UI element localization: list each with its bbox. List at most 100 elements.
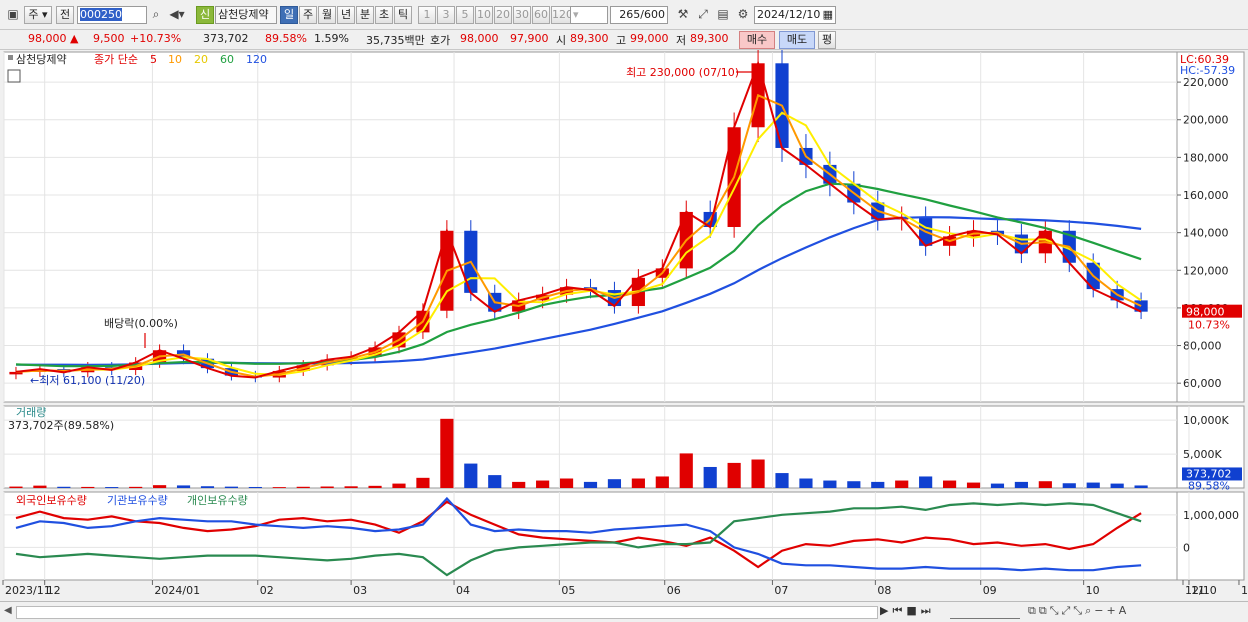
stock-name: 삼천당제약 — [215, 6, 277, 24]
interval-60[interactable]: 60 — [532, 6, 550, 24]
calendar-icon[interactable]: ▦ — [822, 8, 833, 21]
time-tick-label: 03 — [353, 584, 367, 597]
volume-bar — [272, 487, 286, 488]
volume-bar — [536, 480, 550, 488]
date-field[interactable]: 2024/12/10 ▦ — [754, 6, 836, 24]
mode-button[interactable]: 전 — [56, 6, 74, 24]
volume-bar — [440, 418, 454, 488]
volume-bar — [727, 462, 741, 488]
chart-tools-icon[interactable]: ⧉⧉⤡⤢⤡⌕−+A — [1028, 604, 1130, 617]
volume-bar — [1134, 485, 1148, 488]
high-price: 99,000 — [630, 32, 669, 45]
volume-bar — [248, 486, 262, 488]
count-field[interactable]: 265/600 — [610, 6, 668, 24]
speaker-icon[interactable]: ◀▾ — [169, 7, 185, 21]
volume-bar — [679, 453, 693, 488]
interval-30[interactable]: 30 — [513, 6, 531, 24]
trade-amount: 35,735백만 — [366, 34, 425, 47]
chart-scrollbar[interactable]: ◀ ▶⏮■⏭ ⧉⧉⤡⤢⤡⌕−+A — [0, 601, 1248, 622]
period-value: 주 — [28, 8, 39, 21]
sell-button[interactable]: 매도 — [779, 31, 815, 49]
price-tick-label: 180,000 — [1183, 151, 1229, 164]
time-tick-label: 04 — [456, 584, 470, 597]
interval-20[interactable]: 20 — [494, 6, 512, 24]
stock-chart[interactable]: 220,000 200,000 180,000 160,000 140,000 120,0… — [0, 50, 1248, 601]
period-select[interactable]: 주 ▾ — [24, 6, 52, 24]
high-label: 고 — [616, 34, 627, 47]
price-tick-label: 120,000 — [1183, 264, 1229, 277]
scroll-left-icon[interactable]: ◀ — [4, 605, 12, 616]
volume-bar — [655, 476, 669, 488]
volume-bar — [57, 486, 71, 488]
legend-ma-20: 20 — [194, 53, 208, 66]
volume-bar — [966, 482, 981, 488]
volume-bar — [895, 480, 909, 488]
buy-button[interactable]: 매수 — [739, 31, 775, 49]
playback-controls-icon[interactable]: ▶⏮■⏭ — [880, 604, 935, 617]
volume-bar — [153, 485, 167, 488]
current-price: 98,000 ▲ — [28, 32, 79, 45]
holding-tick-label: 0 — [1183, 541, 1190, 554]
low-price: 89,300 — [690, 32, 729, 45]
tab-주[interactable]: 주 — [299, 6, 317, 24]
interval-120[interactable]: 120 — [551, 6, 573, 24]
tab-초[interactable]: 초 — [375, 6, 393, 24]
holding-legend-3: 개인보유수량 — [187, 494, 248, 507]
save-icon[interactable]: ▤ — [717, 7, 729, 21]
stock-code-input[interactable]: 000250 — [77, 6, 147, 24]
volume-bar — [296, 486, 310, 488]
interval-1[interactable]: 1 — [418, 6, 436, 24]
drawing-tools-icon[interactable]: ⚒ — [677, 7, 689, 21]
search-icon[interactable]: ⌕ — [152, 7, 160, 21]
price-tick-label: 80,000 — [1183, 340, 1222, 353]
interval-5[interactable]: 5 — [456, 6, 474, 24]
layout-icon[interactable]: ▣ — [7, 7, 19, 21]
volume-tick-label: 5,000K — [1183, 448, 1222, 461]
legend-stock-name: 삼천당제약 — [16, 52, 67, 66]
volume-bar — [200, 486, 215, 488]
flat-button[interactable]: 평 — [818, 31, 836, 49]
volume-bar — [320, 486, 334, 488]
bid-price: 97,900 — [510, 32, 549, 45]
price-tick-label: 200,000 — [1183, 114, 1229, 127]
table-view-icon — [7, 69, 21, 83]
volume-bar — [847, 481, 861, 488]
volume-bar — [368, 485, 382, 488]
holding-tick-label: 1,000,000 — [1183, 509, 1239, 522]
volume-summary: 373,702주(89.58%) — [8, 419, 114, 432]
tab-월[interactable]: 월 — [318, 6, 336, 24]
scroll-track[interactable] — [16, 606, 878, 619]
volume-bar — [512, 481, 526, 488]
last-price-label: 98,000 — [1186, 306, 1225, 319]
settings-icon[interactable]: ⚙ — [737, 7, 749, 21]
volume-bar — [1110, 483, 1124, 488]
volume-bar — [488, 475, 502, 488]
open-label: 시 — [556, 34, 567, 47]
price-change-pct: +10.73% — [130, 32, 182, 45]
chart-panel-3 — [3, 491, 1178, 581]
holding-legend-1: 외국인보유수량 — [16, 494, 87, 507]
fullscreen-icon[interactable]: ⤢ — [698, 7, 708, 21]
tab-분[interactable]: 분 — [356, 6, 374, 24]
volume-bar — [464, 463, 478, 488]
open-price: 89,300 — [570, 32, 609, 45]
tab-틱[interactable]: 틱 — [394, 6, 412, 24]
volume-bar — [1062, 483, 1076, 488]
volume: 373,702 — [203, 32, 249, 45]
volume-bar — [799, 478, 813, 488]
tab-일[interactable]: 일 — [280, 6, 298, 24]
zoom-slider[interactable] — [950, 604, 1020, 619]
candle-body — [1134, 300, 1148, 312]
holding-legend-2: 기관보유수량 — [107, 494, 168, 507]
ma10-line — [15, 93, 1142, 378]
interval-10[interactable]: 10 — [475, 6, 493, 24]
holding-line-2 — [15, 496, 1142, 572]
volume-bar — [9, 486, 23, 488]
interval-select[interactable]: ▾ — [570, 6, 608, 24]
legend-ma-label: 종가 단순 — [94, 53, 138, 66]
volume-bar — [129, 486, 143, 488]
interval-3[interactable]: 3 — [437, 6, 455, 24]
tab-년[interactable]: 년 — [337, 6, 355, 24]
time-tick-label: 02 — [260, 584, 274, 597]
price-tick-label: 220,000 — [1183, 76, 1229, 89]
